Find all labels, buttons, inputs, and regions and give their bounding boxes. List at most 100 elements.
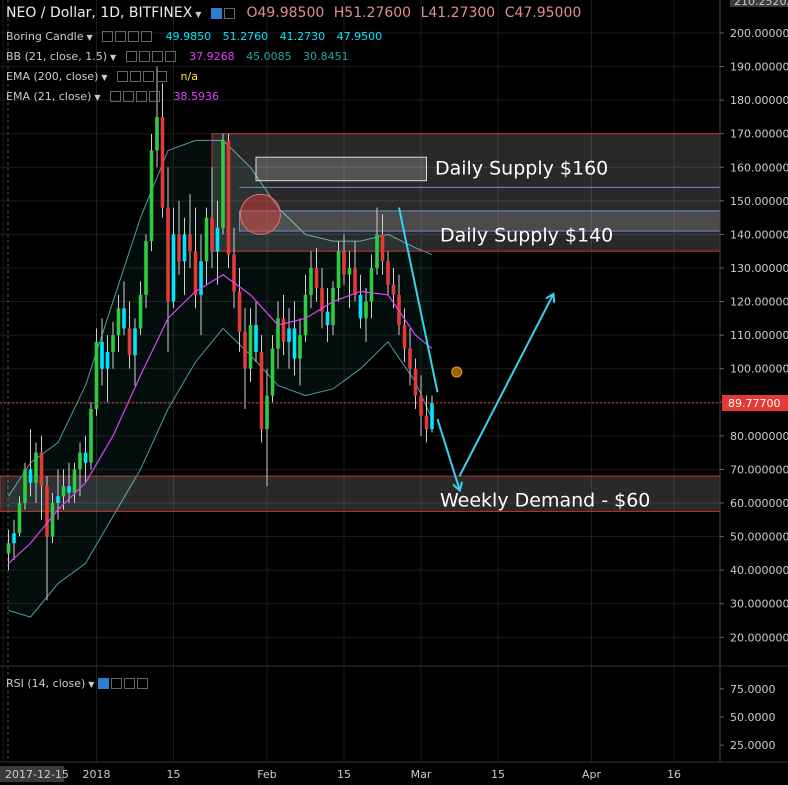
candle-body: [391, 284, 396, 295]
x-tick-label: 15: [167, 768, 181, 781]
add-icon[interactable]: [123, 678, 135, 689]
add-icon[interactable]: [128, 31, 140, 42]
eye-icon[interactable]: [210, 8, 222, 19]
candle-body: [336, 251, 341, 289]
indicator-label[interactable]: BB (21, close, 1.5): [6, 50, 107, 63]
candle-body: [424, 415, 429, 430]
candle-body: [144, 241, 148, 295]
indicator-bb: BB (21, close, 1.5) ▼ 37.9268 45.0085 30.…: [6, 50, 349, 65]
y-tick-label: 60.000000: [730, 497, 788, 510]
candle-body: [353, 267, 357, 295]
candle-body: [215, 227, 220, 252]
add-icon[interactable]: [136, 91, 148, 102]
candle-body: [160, 116, 165, 208]
rsi-tick-label: 50.0000: [730, 711, 776, 724]
settings-icon[interactable]: [130, 71, 142, 82]
eye-icon[interactable]: [125, 51, 137, 62]
settings-icon[interactable]: [223, 8, 235, 19]
candle-body: [210, 217, 214, 252]
indicator-value: 30.8451: [303, 50, 349, 63]
candle-body: [292, 328, 297, 359]
ema21-line: [8, 273, 433, 564]
symbol-legend: NEO / Dollar, 1D, BITFINEX ▼ O49.98500 H5…: [6, 6, 581, 22]
chevron-down-icon[interactable]: ▼: [86, 33, 93, 42]
candle-body: [34, 452, 38, 483]
indicator-label[interactable]: EMA (21, close): [6, 90, 92, 103]
x-start-box: [0, 766, 64, 782]
x-tick-label: Apr: [582, 768, 602, 781]
candle-body: [419, 395, 423, 416]
axis-bg: [721, 0, 788, 762]
highlight-dot: [451, 366, 463, 378]
settings-icon[interactable]: [123, 91, 135, 102]
close-icon[interactable]: [149, 91, 161, 102]
indicator-label[interactable]: Boring Candle: [6, 30, 84, 43]
zone-rect: [0, 475, 721, 512]
add-icon[interactable]: [143, 71, 155, 82]
candle-body: [386, 261, 390, 285]
eye-icon[interactable]: [102, 31, 114, 42]
chevron-down-icon[interactable]: ▼: [101, 73, 108, 82]
y-tick-label: 150.000000: [730, 195, 788, 208]
chevron-down-icon[interactable]: ▼: [88, 680, 95, 689]
symbol-title[interactable]: NEO / Dollar, 1D, BITFINEX: [6, 5, 193, 21]
close-icon[interactable]: [156, 71, 168, 82]
candle-body: [166, 207, 170, 302]
zone-label: Daily Supply $140: [440, 224, 613, 246]
y-tick-label: 180.000000: [730, 94, 788, 107]
candle-body: [45, 486, 49, 537]
candle-body: [188, 234, 192, 252]
settings-icon[interactable]: [138, 51, 150, 62]
eye-icon[interactable]: [117, 71, 129, 82]
zone-box: [255, 156, 427, 182]
candle-body: [402, 325, 407, 349]
candle-body: [281, 318, 286, 342]
rsi-tick-label: 25.0000: [730, 739, 776, 752]
candle-body: [303, 294, 308, 336]
candle-body: [265, 395, 269, 430]
settings-icon[interactable]: [110, 678, 122, 689]
candle-body: [138, 294, 143, 329]
x-tick-label: 15: [337, 768, 351, 781]
chevron-down-icon[interactable]: ▼: [195, 10, 202, 19]
rsi-panel: 25.0000 50.0000 75.0000: [0, 665, 788, 752]
y-tick-label: 120.000000: [730, 296, 788, 309]
top-value-label: 210.25202: [734, 0, 788, 8]
candle-body: [325, 311, 330, 326]
candle-body: [243, 331, 247, 369]
zone-label: Daily Supply $160: [435, 157, 608, 179]
indicator-ema21: EMA (21, close) ▼ 38.5936: [6, 90, 219, 105]
close-icon[interactable]: [141, 31, 153, 42]
x-tick-label: 2018: [83, 768, 111, 781]
candle-body: [133, 328, 137, 356]
x-tick-label: 15: [491, 768, 505, 781]
chevron-down-icon[interactable]: ▼: [109, 53, 117, 62]
candle-body: [17, 502, 22, 534]
candle-body: [287, 328, 291, 342]
time-axis: 2017-12-15 2018 15 Feb 15 Mar 15 Apr 16: [0, 761, 788, 782]
settings-icon[interactable]: [115, 31, 127, 42]
indicator-lines: [0, 193, 720, 564]
candle-body: [408, 348, 412, 369]
indicator-value: 38.5936: [173, 90, 220, 103]
chevron-down-icon[interactable]: ▼: [94, 93, 101, 102]
candle-body: [12, 533, 16, 544]
close-icon[interactable]: [164, 51, 176, 62]
candle-body: [89, 408, 93, 463]
candle-body: [221, 140, 225, 228]
eye-icon[interactable]: [110, 91, 122, 102]
candle-body: [122, 308, 126, 329]
indicator-label[interactable]: EMA (200, close): [6, 70, 99, 83]
candle-body: [100, 341, 104, 369]
candle-body: [182, 234, 187, 262]
rsi-label[interactable]: RSI (14, close): [6, 677, 86, 690]
eye-icon[interactable]: [97, 678, 109, 689]
candle-body: [6, 543, 11, 554]
add-icon[interactable]: [151, 51, 163, 62]
y-tick-label: 160.000000: [730, 161, 788, 174]
candlesticks: [6, 66, 434, 601]
candle-body: [56, 496, 60, 503]
candle-body: [331, 288, 335, 326]
close-icon[interactable]: [136, 678, 148, 689]
